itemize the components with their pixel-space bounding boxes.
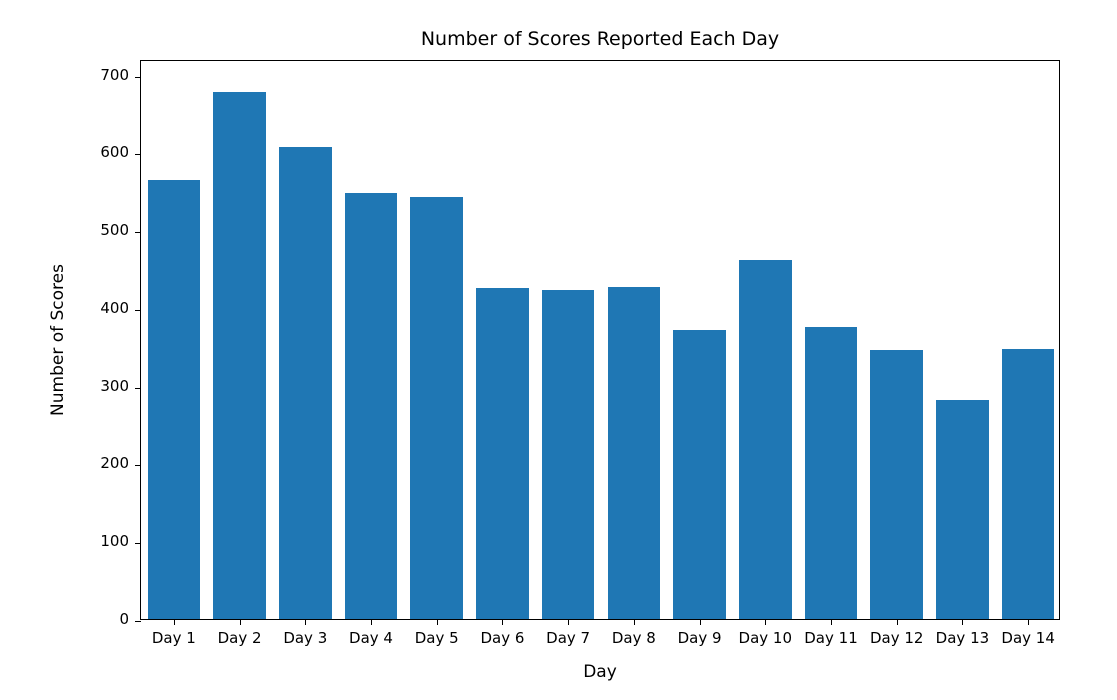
y-tick-label: 600 (100, 143, 141, 161)
x-tick-mark (831, 619, 832, 625)
x-tick-mark (962, 619, 963, 625)
y-tick-label: 200 (100, 454, 141, 472)
y-tick-mark (135, 77, 141, 78)
bar (410, 197, 463, 619)
y-tick-label: 500 (100, 221, 141, 239)
bar (870, 350, 923, 619)
plot-area: 0100200300400500600700Day 1Day 2Day 3Day… (140, 60, 1060, 620)
bar (739, 260, 792, 619)
x-tick-mark (1028, 619, 1029, 625)
x-tick-mark (568, 619, 569, 625)
y-axis-label: Number of Scores (48, 60, 68, 620)
bar (345, 193, 398, 619)
y-tick-mark (135, 310, 141, 311)
y-tick-label: 0 (119, 610, 141, 628)
x-tick-mark (700, 619, 701, 625)
y-tick-label: 700 (100, 66, 141, 84)
bar (542, 290, 595, 619)
chart-container: 0100200300400500600700Day 1Day 2Day 3Day… (140, 60, 1060, 620)
y-tick-label: 100 (100, 532, 141, 550)
chart-title: Number of Scores Reported Each Day (140, 28, 1060, 50)
x-axis-label: Day (140, 662, 1060, 682)
bar (213, 92, 266, 619)
y-tick-label: 400 (100, 299, 141, 317)
bar (476, 288, 529, 619)
y-tick-mark (135, 232, 141, 233)
bar (279, 147, 332, 619)
y-tick-mark (135, 543, 141, 544)
x-tick-mark (305, 619, 306, 625)
x-tick-mark (765, 619, 766, 625)
y-tick-mark (135, 154, 141, 155)
y-tick-label: 300 (100, 377, 141, 395)
y-axis-label-text: Number of Scores (48, 264, 68, 416)
x-tick-mark (371, 619, 372, 625)
x-tick-mark (437, 619, 438, 625)
bar (805, 327, 858, 619)
bar (673, 330, 726, 619)
x-tick-mark (502, 619, 503, 625)
x-tick-mark (240, 619, 241, 625)
bar (608, 287, 661, 619)
bar (936, 400, 989, 619)
x-tick-mark (174, 619, 175, 625)
y-tick-mark (135, 465, 141, 466)
x-tick-mark (634, 619, 635, 625)
y-tick-mark (135, 388, 141, 389)
bar (1002, 349, 1055, 619)
x-tick-mark (897, 619, 898, 625)
bar (148, 180, 201, 619)
y-tick-mark (135, 621, 141, 622)
